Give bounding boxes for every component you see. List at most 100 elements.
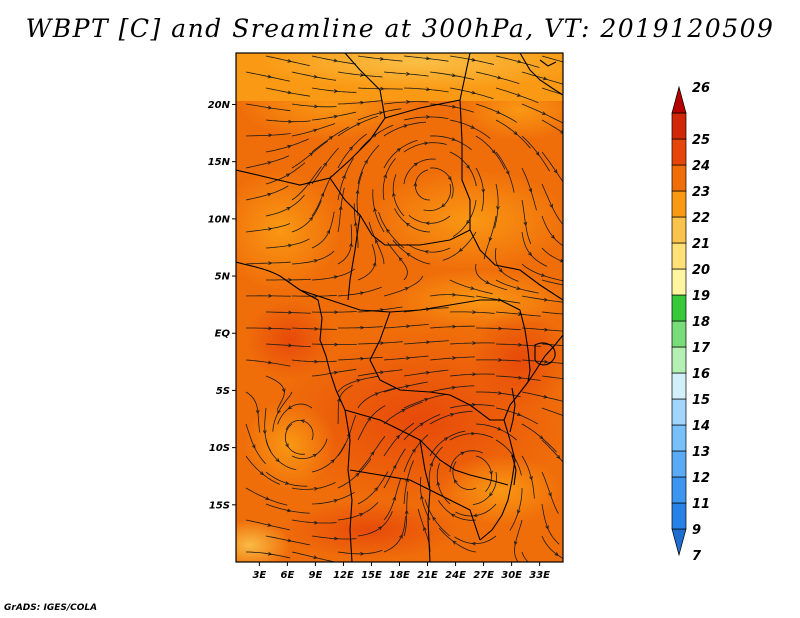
streamline-arrow xyxy=(609,541,612,544)
streamline xyxy=(265,439,297,471)
streamline xyxy=(382,158,396,201)
streamline-arrow xyxy=(610,344,613,347)
streamline xyxy=(449,311,495,314)
streamline-arrow xyxy=(411,448,416,453)
streamline-arrow xyxy=(516,412,522,416)
lon-tick-label: 24E xyxy=(445,570,466,581)
streamline-arrow xyxy=(309,216,313,221)
colorbar-swatch xyxy=(671,398,687,426)
streamline-arrow xyxy=(470,125,476,129)
streamline-arrow xyxy=(392,496,396,501)
streamline xyxy=(291,166,322,201)
streamline-arrow xyxy=(333,499,339,503)
streamline xyxy=(357,436,386,473)
streamline-arrow xyxy=(543,297,549,302)
streamline xyxy=(429,430,466,457)
streamline-arrow xyxy=(497,75,502,80)
streamline-arrow xyxy=(443,437,449,441)
streamline xyxy=(266,278,311,281)
streamline xyxy=(541,279,563,286)
streamline xyxy=(265,119,311,123)
colorbar-swatch xyxy=(671,138,687,166)
streamline xyxy=(357,243,376,281)
lon-tick-label: 27E xyxy=(473,570,494,581)
streamline xyxy=(509,488,523,531)
streamline-arrow xyxy=(590,268,593,271)
streamline-arrow xyxy=(590,360,593,363)
streamline-arrow xyxy=(349,146,353,151)
streamline-arrow xyxy=(585,469,588,472)
streamline-arrow xyxy=(320,192,325,197)
streamline-arrow xyxy=(373,207,377,212)
streamline xyxy=(449,342,495,345)
streamline-arrow xyxy=(265,496,270,500)
streamline xyxy=(568,552,610,567)
streamline xyxy=(265,194,305,217)
lat-tick-label: 15N xyxy=(208,157,231,168)
streamline-arrow xyxy=(420,495,424,500)
streamline-arrow xyxy=(450,513,456,518)
streamline xyxy=(245,185,289,201)
streamline-arrow xyxy=(378,111,384,115)
streamline-arrow xyxy=(472,341,477,345)
streamline-arrow xyxy=(608,224,611,227)
streamline xyxy=(357,511,393,537)
streamline xyxy=(357,471,389,505)
colorbar-label: 19 xyxy=(692,289,710,304)
streamline xyxy=(265,138,309,153)
streamline-arrow xyxy=(396,434,401,440)
streamline xyxy=(357,108,402,121)
streamline xyxy=(383,139,418,169)
colorbar-swatch xyxy=(671,112,687,140)
streamline-arrow xyxy=(587,242,590,245)
streamline-arrow xyxy=(399,534,403,539)
streamline xyxy=(483,215,497,260)
streamline-arrow xyxy=(423,526,427,531)
streamline xyxy=(568,136,607,159)
streamline xyxy=(521,391,563,402)
streamline xyxy=(383,275,424,297)
streamline xyxy=(383,478,401,521)
border-central-2 xyxy=(299,289,521,313)
streamline-arrow xyxy=(586,147,590,150)
streamline xyxy=(475,423,518,441)
streamline-arrow xyxy=(610,251,613,254)
streamline xyxy=(568,360,613,363)
streamline-arrow xyxy=(334,310,339,315)
streamline xyxy=(429,71,475,80)
streamline xyxy=(357,55,403,62)
streamline xyxy=(403,434,429,473)
streamline xyxy=(311,175,332,217)
streamline-arrow xyxy=(425,307,431,312)
streamline-arrow xyxy=(333,58,339,63)
streamline xyxy=(357,369,403,377)
streamline-arrow xyxy=(288,343,293,348)
streamline xyxy=(541,87,563,96)
streamline xyxy=(495,119,531,149)
colorbar-label: 24 xyxy=(692,159,710,174)
streamline xyxy=(541,55,563,63)
colorbar-label: 14 xyxy=(692,419,710,434)
streamline xyxy=(311,443,346,473)
streamline-arrow xyxy=(312,453,318,458)
streamline xyxy=(495,151,515,193)
streamline xyxy=(472,471,497,505)
streamline-arrow xyxy=(281,388,286,393)
streamline xyxy=(291,71,337,81)
streamline-arrow xyxy=(543,394,548,399)
lake-victoria xyxy=(534,342,556,366)
streamline xyxy=(521,199,532,244)
streamline-arrow xyxy=(516,286,521,290)
streamline-arrow xyxy=(466,164,470,169)
streamline xyxy=(403,340,449,345)
streamline xyxy=(588,536,632,545)
streamline-arrow xyxy=(498,391,503,395)
streamline xyxy=(588,248,632,254)
colorbar-swatch xyxy=(671,320,687,348)
streamline xyxy=(588,408,633,412)
streamline xyxy=(246,327,291,330)
colorbar-swatch xyxy=(671,424,687,452)
streamline xyxy=(291,327,337,330)
streamline-arrow xyxy=(541,111,547,115)
streamline xyxy=(291,551,336,562)
